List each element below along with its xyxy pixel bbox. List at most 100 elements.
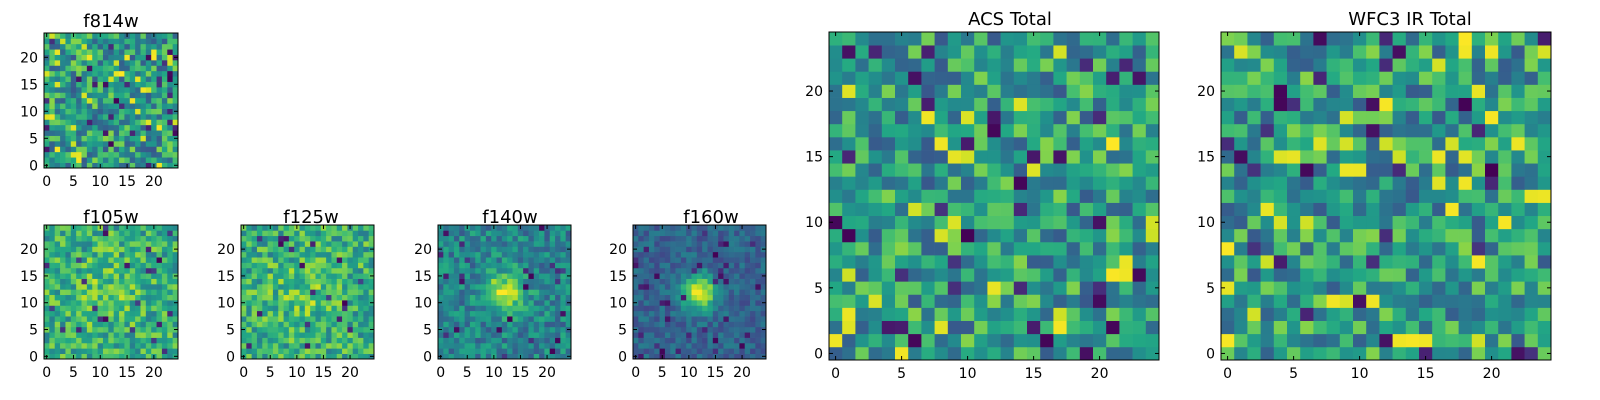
heatmap-cell [643,262,650,269]
heatmap-cell [86,33,93,39]
heatmap-cell [654,230,660,237]
heatmap-cell [1234,176,1248,190]
heatmap-cell [97,43,104,50]
heatmap-cell [475,278,481,285]
heatmap-cell [102,141,109,147]
heatmap-cell [453,241,460,247]
heatmap-cell [113,103,120,109]
heatmap-cell [156,103,163,109]
heatmap-cell [512,337,519,344]
heatmap-cell [696,230,703,237]
heatmap-cell [517,230,524,237]
heatmap-cell [523,305,529,312]
heatmap-cell [961,255,975,269]
heatmap-cell [1079,241,1094,256]
heatmap-cell [633,348,639,354]
heatmap-cell [129,273,136,279]
heatmap-cell [70,81,77,88]
heatmap-cell [299,225,306,231]
heatmap-cell [358,321,364,328]
heatmap-cell [496,326,503,333]
heatmap-cell [1353,307,1367,321]
heatmap-cell [555,321,561,328]
heatmap-cell [438,262,444,269]
heatmap-cell [161,124,168,131]
heatmap-cell [129,251,136,258]
heatmap-cell [934,110,949,125]
heatmap-cell [921,202,935,217]
heatmap-cell [1119,189,1133,203]
heatmap-cell [294,289,300,296]
heatmap-cell [565,289,572,296]
heatmap-cell [310,316,316,322]
heatmap-cell [947,268,962,282]
heatmap-cell [60,146,66,153]
heatmap-cell [161,114,168,120]
heatmap-cell [129,114,136,120]
heatmap-cell [113,92,120,99]
heatmap-cell [81,348,88,354]
heatmap-cell [167,332,173,338]
heatmap-cell [528,310,535,317]
heatmap-cell [723,235,730,242]
heatmap-cell [643,273,650,279]
heatmap-cell [167,65,173,72]
heatmap-cell [881,45,896,59]
heatmap-cell [855,241,869,256]
heatmap-cell [119,326,125,333]
heatmap-cell [310,310,316,317]
heatmap-cell [151,54,157,61]
heatmap-cell [1485,97,1499,112]
heatmap-cell [92,65,98,72]
heatmap-cell [161,87,168,93]
heatmap-cell [256,235,263,242]
heatmap-cell [1013,294,1028,308]
heatmap-cell [1119,281,1133,295]
heatmap-cell [86,246,93,253]
heatmap-cell [320,241,327,247]
heatmap-cell [638,294,644,301]
heatmap-cell [60,310,66,317]
heatmap-cell [438,294,444,301]
heatmap-cell [1260,281,1275,295]
heatmap-cell [739,235,746,242]
heatmap-cell [512,278,519,285]
heatmap-cell [256,353,263,360]
heatmap-cell [161,225,168,231]
heatmap-cell [921,255,935,269]
heatmap-cell [855,71,869,85]
heatmap-cell [648,337,655,344]
heatmap-cell [670,305,676,312]
heatmap-cell [1013,71,1028,85]
heatmap-cell [342,235,348,242]
heatmap-cell [145,43,152,50]
heatmap-cell [654,246,660,253]
heatmap-cell [119,235,125,242]
heatmap-cell [829,268,843,282]
heatmap-cell [728,283,735,290]
heatmap-cell [151,65,157,72]
heatmap-cell [654,300,660,306]
heatmap-cell [934,228,949,243]
heatmap-cell [469,326,476,333]
heatmap-cell [251,251,258,258]
heatmap-cell [1145,110,1160,125]
heatmap-cell [262,332,268,338]
heatmap-cell [1247,215,1261,230]
heatmap-cell [358,257,364,263]
heatmap-cell [448,326,455,333]
heatmap-cell [108,124,115,131]
heatmap-cell [102,321,109,328]
heatmap-cell [1537,333,1552,348]
heatmap-cell [97,97,104,104]
heatmap-cell [1353,150,1367,164]
heatmap-cell [664,305,671,312]
heatmap-cell [129,353,136,360]
heatmap-cell [1079,123,1094,138]
heatmap-cell [895,333,909,348]
heatmap-cell [140,130,147,136]
heatmap-cell [1040,215,1054,230]
heatmap-cell [44,283,50,290]
heatmap-cell [728,294,735,301]
heatmap-cell [113,310,120,317]
